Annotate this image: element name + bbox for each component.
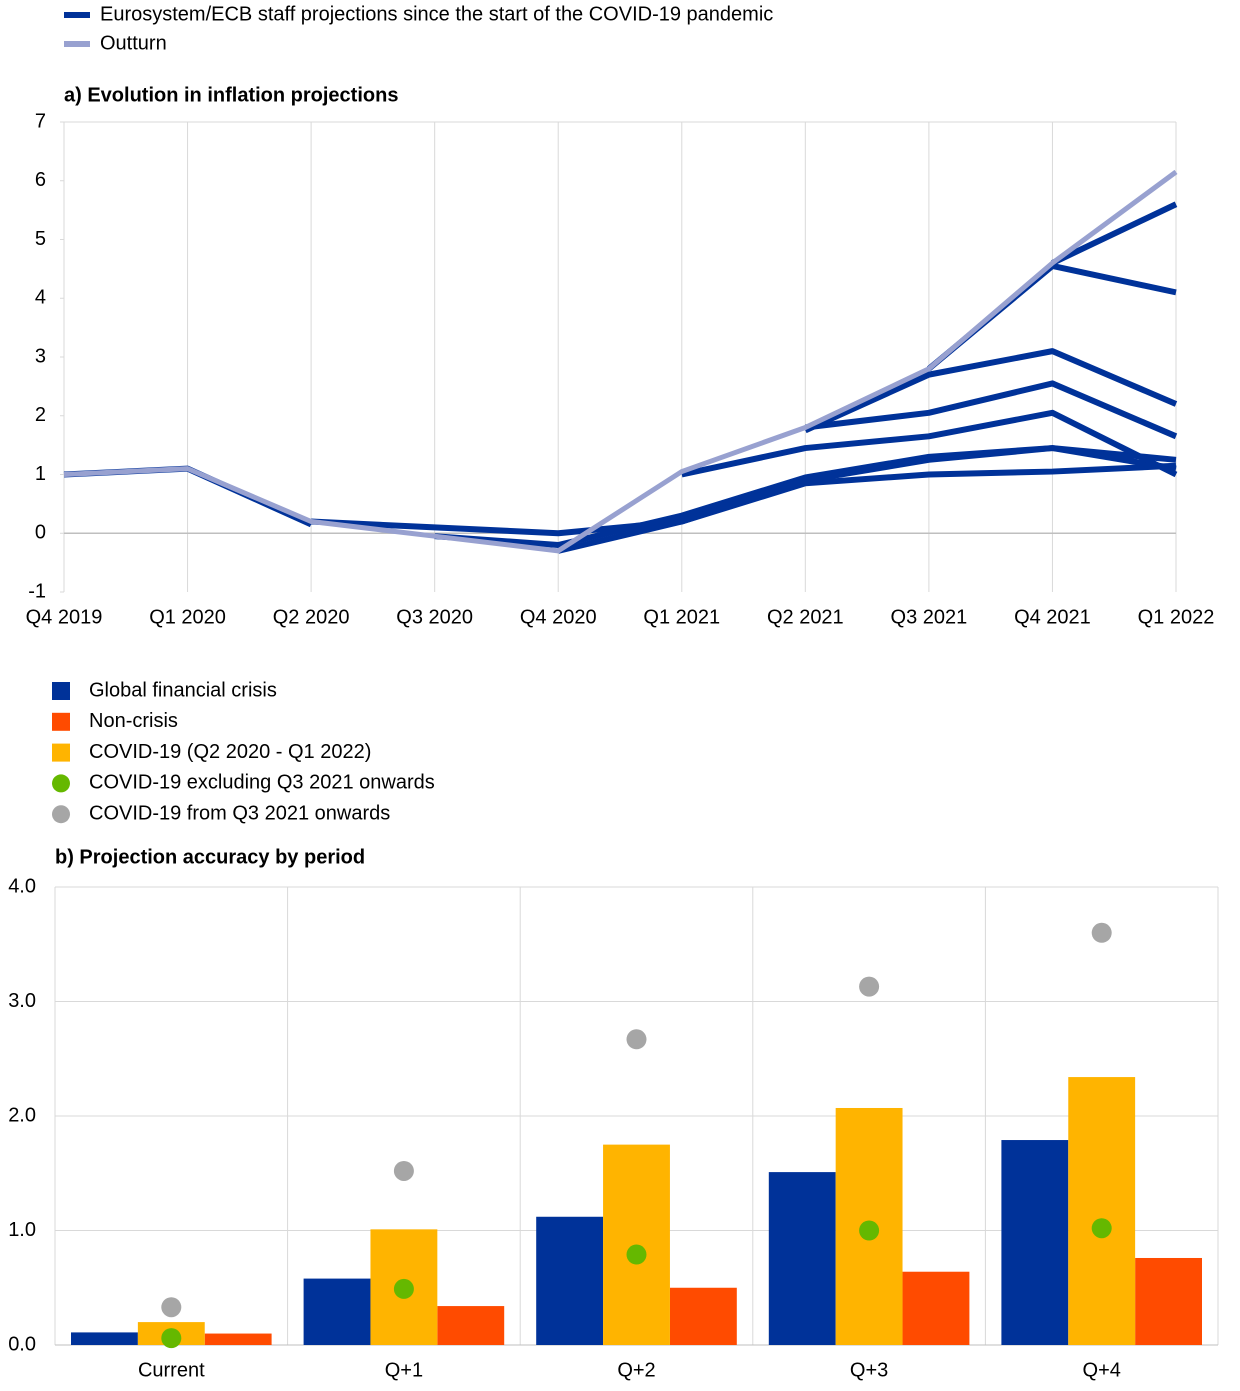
dot	[626, 1029, 647, 1050]
y-tick-label: 5	[35, 228, 46, 250]
dot	[393, 1160, 414, 1181]
series-line	[63, 169, 1178, 554]
y-tick-label: 7	[35, 110, 46, 132]
y-tick-label: 4.0	[8, 875, 36, 897]
y-tick-label: 1.0	[8, 1219, 36, 1241]
x-tick-label: Q1 2022	[1138, 606, 1215, 628]
dot	[1091, 1218, 1112, 1239]
legend-label: Non-crisis	[89, 710, 178, 732]
y-tick-label: 0	[35, 522, 46, 544]
bar	[204, 1333, 272, 1345]
x-tick-label: Q2 2021	[767, 606, 844, 628]
legend-label: COVID-19 (Q2 2020 - Q1 2022)	[89, 741, 371, 763]
dot	[161, 1297, 182, 1318]
x-tick-label: Q+4	[1083, 1359, 1121, 1381]
y-tick-label: 2.0	[8, 1104, 36, 1126]
y-tick-label: 0.0	[8, 1333, 36, 1355]
series-line	[804, 380, 1178, 440]
legend-label: COVID-19 from Q3 2021 onwards	[89, 802, 390, 824]
bar	[768, 1172, 836, 1345]
legend-label: Eurosystem/ECB staff projections since t…	[100, 3, 773, 25]
y-tick-label: 2	[35, 404, 46, 426]
legend-swatch	[52, 774, 70, 793]
x-tick-label: Q+1	[385, 1359, 423, 1381]
x-tick-label: Q3 2021	[891, 606, 968, 628]
bar	[536, 1216, 604, 1345]
x-tick-label: Q3 2020	[396, 606, 473, 628]
x-tick-label: Q2 2020	[273, 606, 350, 628]
bar	[71, 1332, 138, 1345]
legend-swatch	[52, 712, 70, 731]
series-line	[1051, 201, 1178, 266]
dot	[859, 1220, 880, 1241]
bar	[1135, 1257, 1202, 1345]
bar	[1068, 1077, 1136, 1345]
series-line	[557, 445, 1177, 554]
x-tick-label: Q4 2019	[26, 606, 103, 628]
bar	[1001, 1140, 1069, 1345]
dot	[393, 1278, 414, 1299]
y-tick-label: 3	[35, 345, 46, 367]
dot	[1091, 922, 1112, 943]
dot	[161, 1328, 182, 1349]
x-tick-label: Q1 2020	[149, 606, 226, 628]
legend-label: Global financial crisis	[89, 679, 277, 701]
bar	[437, 1306, 505, 1345]
y-tick-label: 1	[35, 463, 46, 485]
y-tick-label: 6	[35, 169, 46, 191]
y-tick-label: 4	[35, 287, 46, 309]
dot	[626, 1244, 647, 1265]
chart-title: b) Projection accuracy by period	[55, 846, 365, 868]
x-tick-label: Q+2	[617, 1359, 655, 1381]
chart-title: a) Evolution in inflation projections	[64, 84, 398, 106]
x-tick-label: Q1 2021	[643, 606, 720, 628]
legend-swatch	[52, 805, 70, 824]
bar	[669, 1287, 737, 1345]
legend-label: COVID-19 excluding Q3 2021 onwards	[89, 772, 435, 794]
legend-label: Outturn	[100, 32, 167, 54]
y-tick-label: -1	[28, 580, 46, 602]
dot	[859, 976, 880, 997]
x-tick-label: Q4 2020	[520, 606, 597, 628]
legend-swatch	[52, 743, 70, 762]
x-tick-label: Current	[138, 1359, 205, 1381]
series-line	[804, 348, 1178, 434]
series-line	[681, 409, 1178, 478]
y-tick-label: 3.0	[8, 990, 36, 1012]
x-tick-label: Q+3	[850, 1359, 888, 1381]
bar	[303, 1278, 371, 1345]
legend-swatch	[52, 682, 70, 700]
x-tick-label: Q4 2021	[1014, 606, 1091, 628]
bar	[902, 1271, 970, 1345]
